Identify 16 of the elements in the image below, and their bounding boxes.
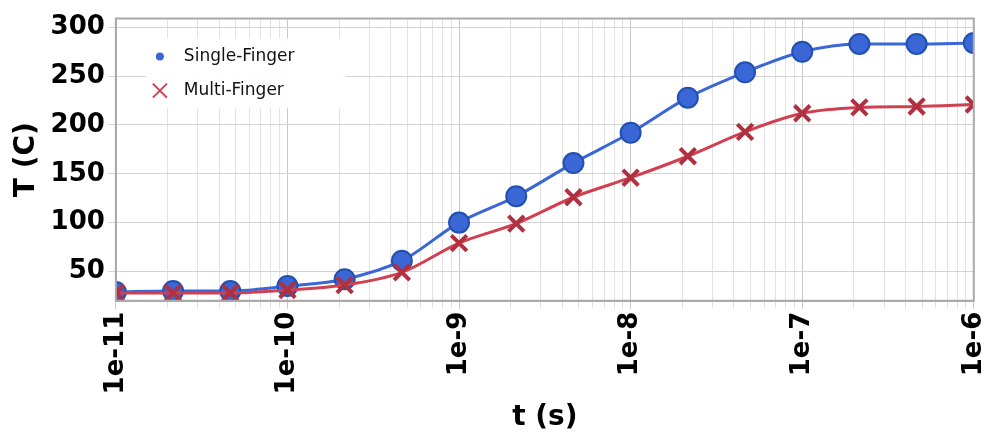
y-tick-label: 250	[50, 58, 105, 89]
legend-label: Multi-Finger	[183, 79, 284, 100]
x-axis-title: t (s)	[512, 399, 578, 433]
y-tick-label: 200	[50, 107, 105, 138]
y-tick-label: 50	[68, 254, 105, 285]
x-tick-label: 1e-6	[956, 311, 987, 377]
x-tick-label: 1e-11	[98, 311, 129, 395]
x-tick-label: 1e-9	[441, 311, 472, 377]
y-tick-label: 100	[50, 205, 105, 236]
y-axis-title: T (C)	[8, 122, 42, 198]
legend-label: Single-Finger	[183, 45, 295, 66]
y-tick-label: 300	[50, 10, 105, 41]
y-tick-label: 150	[50, 156, 105, 187]
x-tick-label: 1e-10	[270, 311, 301, 395]
x-tick-label: 1e-7	[784, 311, 815, 377]
x-tick-label: 1e-8	[613, 311, 644, 377]
